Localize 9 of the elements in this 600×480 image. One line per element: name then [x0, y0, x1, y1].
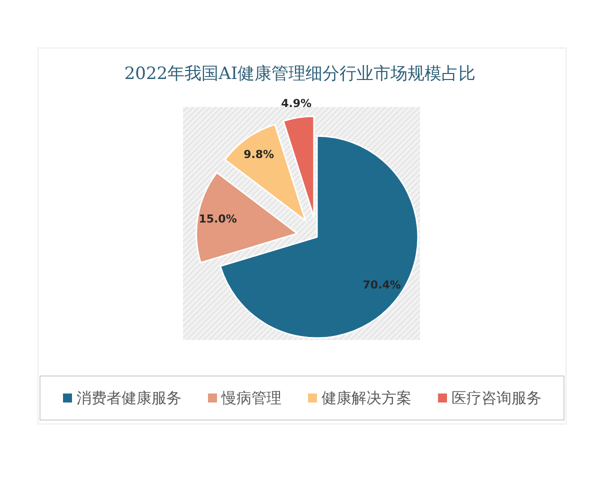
data-label: 4.9% — [281, 97, 312, 110]
data-label: 15.0% — [198, 212, 237, 226]
legend-label: 消费者健康服务 — [76, 389, 182, 407]
data-label: 70.4% — [362, 278, 401, 292]
legend-label: 健康解决方案 — [322, 389, 412, 407]
data-label: 9.8% — [244, 148, 274, 162]
legend-label: 慢病管理 — [222, 389, 282, 407]
legend-label: 医疗咨询服务 — [452, 389, 542, 407]
chart-title: 2022年我国AI健康管理细分行业市场规模占比 — [124, 64, 476, 84]
